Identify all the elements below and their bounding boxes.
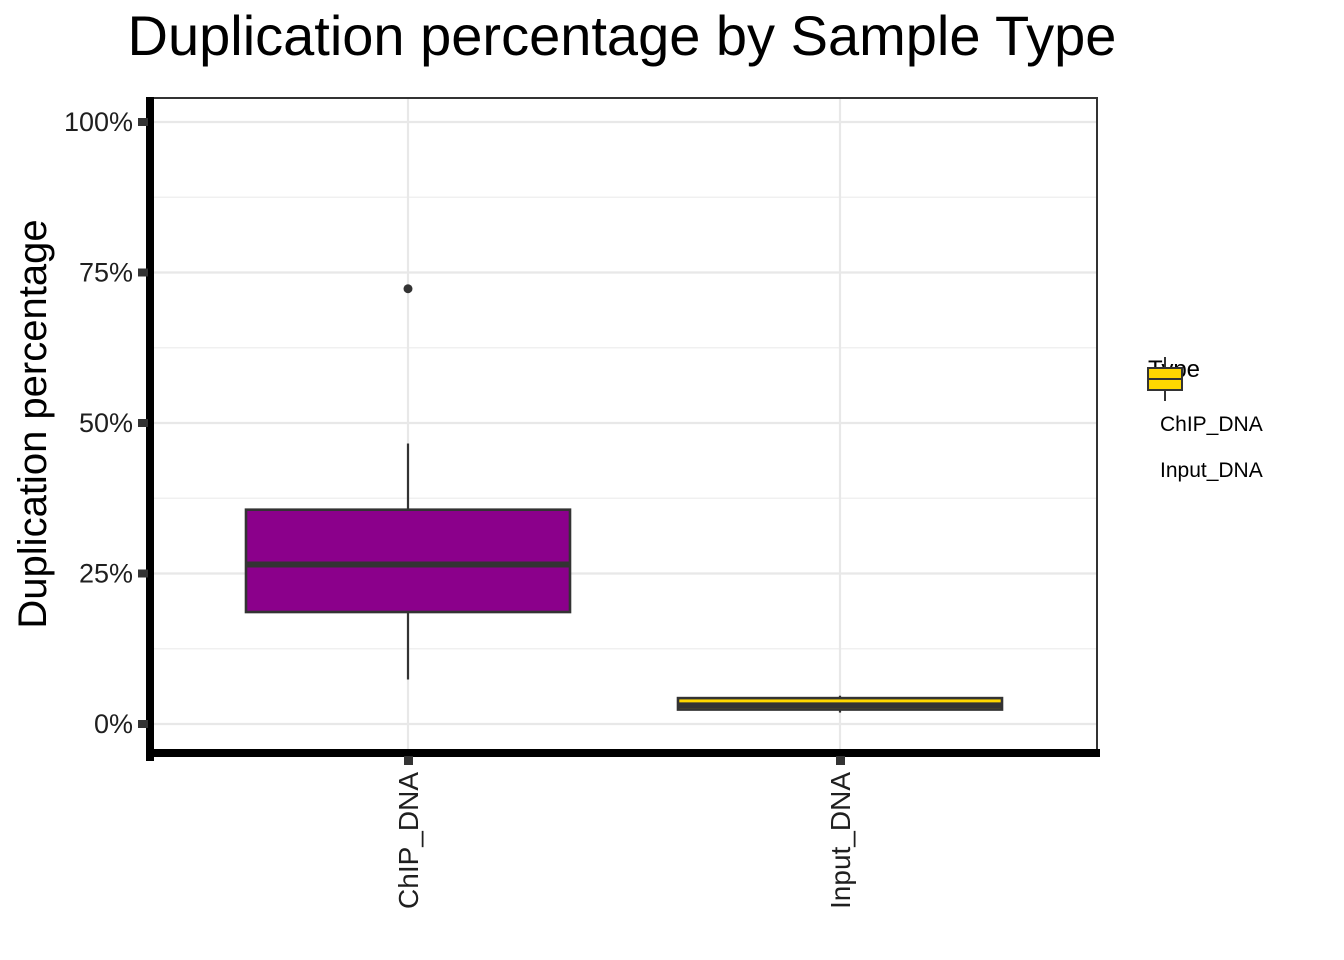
panel-border [150,97,1098,753]
legend-label: Input_DNA [1160,459,1263,482]
y-tick-mark [138,268,148,277]
legend-label: ChIP_DNA [1160,413,1263,436]
legend-entry-input-dna: Input_DNA [1146,357,1263,494]
y-tick-label: 0% [94,709,133,739]
y-tick-mark [138,118,148,126]
y-axis-line [146,97,154,761]
x-tick-label-Input_DNA: Input_DNA [825,772,856,909]
x-tick-label-ChIP_DNA: ChIP_DNA [393,772,424,909]
y-tick-mark [138,569,148,578]
box-ChIP_DNA [244,508,572,614]
x-tick-mark [836,756,845,765]
legend: Type ChIP_DNA Input_DNA [1146,356,1263,494]
outlier-point-ChIP_DNA [403,284,413,294]
x-tick-mark [404,756,413,765]
plot-panel: 0% 25% 50% 75% 100% ChIP_DNA Input_DNA [64,97,1100,909]
y-tick-label: 75% [79,258,133,288]
y-axis-title: Duplication percentage [11,219,55,628]
legend-entry-chip-dna: ChIP_DNA [1146,357,1263,448]
y-tick-mark [138,720,148,728]
y-tick-label: 50% [79,408,133,438]
y-tick-mark [138,419,148,427]
y-tick-label: 25% [79,559,133,589]
plot-title: Duplication percentage by Sample Type [128,4,1117,67]
x-axis-line [146,749,1100,757]
legend-key-boxplot-icon [1147,357,1183,401]
y-tick-label: 100% [64,107,133,137]
